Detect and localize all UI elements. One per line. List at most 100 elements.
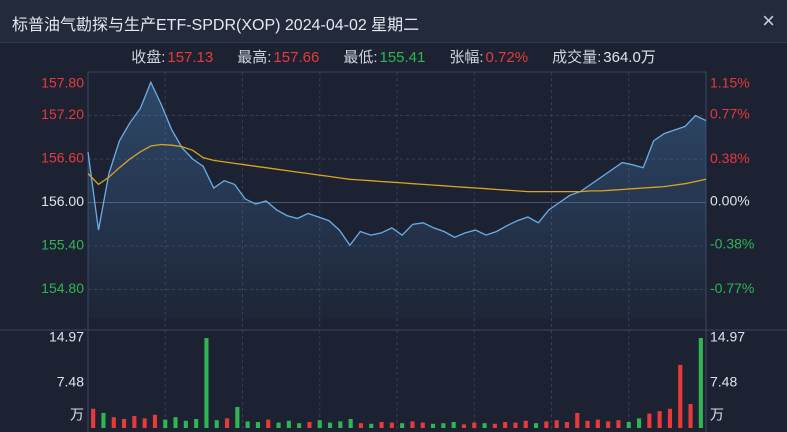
stat: 成交量: 364.0万 (552, 46, 656, 68)
volume-bar (297, 423, 302, 428)
volume-bar (204, 338, 209, 428)
y2-tick-label: -0.77% (710, 280, 754, 296)
volume-bar (214, 420, 219, 428)
stats-row: 收盘: 157.13 最高: 157.66 最低: 155.41 张幅: 0.72% 成交量: 3… (0, 46, 787, 68)
price-line (87, 80, 707, 247)
volume-bar (461, 424, 467, 428)
volume-bar (132, 415, 137, 428)
volume-bar (245, 421, 250, 428)
stat-label: 张幅: (449, 49, 484, 66)
stat: 张幅: 0.72% (449, 46, 528, 68)
stat-value: 157.13 (167, 49, 214, 66)
volume-bar (616, 420, 621, 428)
volume-bar (472, 422, 477, 428)
volume-bar (286, 420, 291, 428)
volume-bar (636, 418, 642, 428)
volume-bar (698, 338, 703, 428)
volume-bar (544, 421, 549, 428)
volume-bar (667, 408, 673, 428)
stat: 最高: 157.66 (237, 46, 319, 68)
y-tick-label: 万 (70, 407, 84, 423)
y2-tick-label: 0.38% (710, 150, 750, 166)
volume-bar (420, 422, 425, 428)
volume-bar (379, 421, 384, 428)
volume-bar (451, 421, 456, 428)
volume-bar (255, 421, 261, 428)
volume-bar (224, 418, 230, 428)
volume-bar (688, 403, 693, 428)
volume-bar (142, 418, 147, 428)
stat-value: 0.72% (485, 49, 529, 66)
volume-bar (276, 422, 281, 428)
volume-bar (327, 422, 333, 428)
y2-tick-label: -0.38% (710, 236, 754, 252)
average-line (87, 143, 707, 193)
volume-bar (513, 422, 518, 428)
volume-bar (235, 406, 240, 428)
volume-bar (358, 423, 364, 428)
volume-bar (564, 421, 570, 428)
volume-bar (400, 423, 405, 428)
y-tick-label: 14.97 (49, 329, 84, 345)
volume-bar (647, 413, 652, 428)
y-tick-label: 157.20 (41, 106, 84, 122)
volume-bar (575, 412, 580, 428)
close-button[interactable]: × (762, 8, 775, 33)
volume-bar (482, 423, 487, 428)
volume-bar (523, 420, 528, 428)
stat-value: 157.66 (273, 49, 320, 66)
volume-bar (606, 421, 611, 428)
volume-bar (626, 421, 631, 428)
volume-bar (152, 414, 158, 428)
y-tick-label: 156.60 (41, 150, 84, 166)
volume-bar (678, 364, 683, 428)
volume-bar (430, 423, 436, 428)
y-tick-label: 156.00 (41, 193, 84, 209)
y2-tick-label: 0.00% (710, 193, 750, 209)
y2-tick-label: 0.77% (710, 106, 750, 122)
volume-bar (111, 417, 116, 428)
y2-tick-label: 万 (710, 407, 724, 423)
y-tick-label: 154.80 (41, 280, 84, 296)
volume-bar (338, 421, 343, 428)
volume-bar (585, 420, 590, 428)
volume-bar (595, 419, 600, 428)
stat: 收盘: 157.13 (131, 46, 213, 68)
volume-bar (492, 423, 497, 428)
volume-bar (389, 422, 394, 428)
y-tick-label: 7.48 (57, 374, 84, 390)
y-tick-label: 155.40 (41, 237, 84, 253)
volume-bar (348, 418, 353, 428)
volume-bar (369, 423, 374, 428)
y2-tick-label: 7.48 (710, 374, 737, 390)
volume-bar (307, 421, 312, 428)
volume-bar (657, 411, 662, 428)
volume-bar (101, 412, 106, 428)
stat-label: 收盘: (131, 49, 166, 66)
volume-bar (554, 420, 559, 428)
volume-bar (503, 421, 508, 428)
volume-bar (183, 420, 188, 428)
price-area (88, 82, 706, 319)
y2-tick-label: 14.97 (710, 329, 745, 345)
volume-bar (410, 421, 415, 428)
stat-label: 最低: (343, 49, 378, 66)
volume-bar (317, 420, 322, 428)
y2-tick-label: 1.15% (710, 75, 750, 91)
stat-label: 最高: (237, 49, 272, 66)
volume-bar (173, 417, 178, 428)
title: 标普油气勘探与生产ETF-SPDR(XOP) 2024-04-02 星期二 (12, 17, 420, 34)
stat: 最低: 155.41 (343, 46, 425, 68)
volume-bar (121, 418, 127, 428)
volume-bar (194, 418, 199, 428)
y-tick-label: 157.80 (41, 75, 84, 91)
volume-bar (533, 423, 539, 428)
title-bar: 标普油气勘探与生产ETF-SPDR(XOP) 2024-04-02 星期二 × (0, 0, 787, 43)
volume-bar (266, 419, 271, 428)
stat-label: 成交量: (552, 49, 602, 66)
volume-bar (441, 423, 446, 428)
volume-bar (91, 408, 96, 428)
stat-value: 364.0万 (603, 49, 656, 66)
